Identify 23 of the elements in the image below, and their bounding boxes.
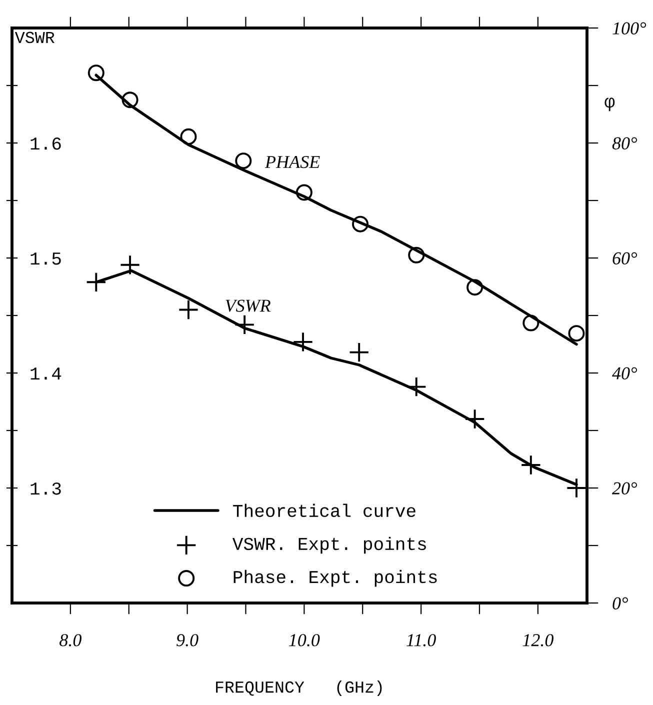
- y2-tick-label: 40°: [612, 367, 637, 380]
- y-tick-label: 1.5: [30, 252, 61, 265]
- annotation: PHASE: [264, 156, 320, 168]
- y-axis-title: VSWR: [14, 32, 54, 44]
- annotation: VSWR: [226, 300, 271, 312]
- y2-axis-title: φ: [604, 98, 615, 112]
- y-tick-label: 1.4: [30, 368, 62, 380]
- y2-tick-label: 80°: [612, 137, 637, 150]
- x-tick-label: 8.0: [60, 634, 82, 646]
- y2-tick-label: 0°: [612, 597, 628, 610]
- x-tick-label: 10.0: [289, 634, 320, 646]
- y-tick-label: 1.6: [30, 137, 61, 150]
- legend-label: VSWR. Expt. points: [232, 536, 426, 554]
- y2-tick-label: 100°: [612, 22, 646, 34]
- x-tick-label: 12.0: [522, 634, 554, 646]
- y2-tick-label: 20°: [612, 482, 637, 494]
- legend-label: Phase. Expt. points: [234, 570, 437, 587]
- y-tick-label: 1.3: [30, 482, 61, 495]
- legend-label: Theoretical curve: [233, 504, 416, 518]
- y2-tick-label: 60°: [612, 252, 637, 264]
- x-axis-title: FREQUENCY (GHz): [216, 680, 382, 696]
- x-tick-label: 9.0: [176, 634, 198, 646]
- x-tick-label: 11.0: [406, 634, 436, 646]
